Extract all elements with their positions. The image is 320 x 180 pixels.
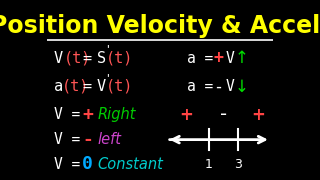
Text: V =: V = bbox=[54, 107, 80, 122]
Text: V: V bbox=[54, 51, 63, 66]
Text: (t): (t) bbox=[106, 79, 133, 94]
Text: (t): (t) bbox=[106, 51, 133, 66]
Text: =: = bbox=[82, 51, 91, 66]
Text: S: S bbox=[97, 51, 106, 66]
Text: left: left bbox=[98, 132, 122, 147]
Text: (t): (t) bbox=[64, 51, 91, 66]
Text: Right: Right bbox=[98, 107, 136, 122]
Text: (t): (t) bbox=[62, 79, 90, 94]
Text: 0: 0 bbox=[82, 156, 93, 174]
Text: 3: 3 bbox=[234, 158, 242, 171]
Text: ↓: ↓ bbox=[234, 77, 248, 95]
Text: Position Velocity & Accel.: Position Velocity & Accel. bbox=[0, 14, 320, 38]
Text: ': ' bbox=[104, 73, 111, 83]
Text: ↑: ↑ bbox=[234, 49, 248, 67]
Text: 1: 1 bbox=[205, 158, 212, 171]
Text: a =: a = bbox=[187, 79, 213, 94]
Text: -: - bbox=[213, 77, 223, 95]
Text: ': ' bbox=[104, 44, 111, 54]
Text: -: - bbox=[220, 105, 227, 124]
Text: a =: a = bbox=[187, 51, 213, 66]
Text: -: - bbox=[82, 131, 93, 149]
Text: +: + bbox=[213, 49, 223, 67]
Text: +: + bbox=[252, 106, 265, 124]
Text: V: V bbox=[97, 79, 106, 94]
Text: V: V bbox=[226, 79, 234, 94]
Text: =: = bbox=[82, 79, 91, 94]
Text: a: a bbox=[54, 79, 63, 94]
Text: +: + bbox=[82, 106, 93, 124]
Text: V =: V = bbox=[54, 157, 80, 172]
Text: Constant: Constant bbox=[98, 157, 164, 172]
Text: V =: V = bbox=[54, 132, 80, 147]
Text: +: + bbox=[179, 106, 193, 124]
Text: V: V bbox=[226, 51, 234, 66]
